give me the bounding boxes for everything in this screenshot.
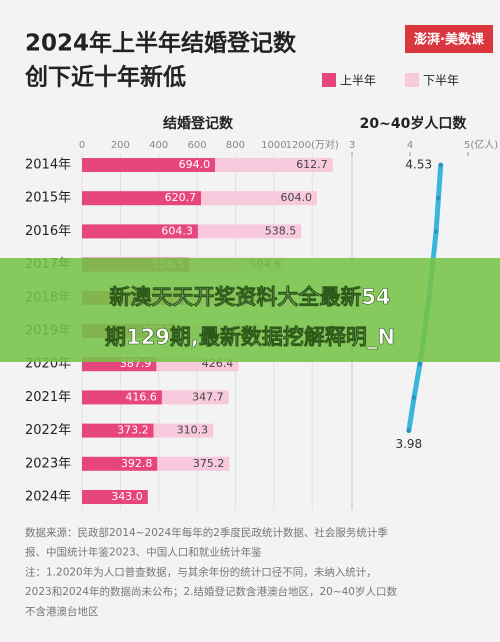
legend-swatch — [405, 73, 419, 87]
legend-label: 下半年 — [423, 74, 459, 88]
point — [436, 196, 441, 201]
data-label: 375.2 — [193, 457, 225, 470]
bar — [82, 423, 154, 438]
bar — [82, 456, 158, 471]
data-label: 4.53 — [405, 158, 432, 172]
footer-text: 2023和2024年的数据尚未公布；2.结婚登记数含港澳台地区，20~40岁人口… — [25, 585, 397, 598]
data-label: 3.98 — [395, 437, 422, 451]
bar — [153, 423, 214, 438]
bar — [197, 224, 302, 239]
data-label: 310.3 — [177, 424, 209, 437]
data-label: 538.5 — [265, 224, 297, 237]
y-tick-label: 2014年 — [25, 158, 71, 173]
footer: 数据来源：民政部2014~2024年每年的2季度民政统计数据、社会服务统计季报、… — [25, 526, 397, 618]
chart-title: 20~40岁人口数 — [360, 115, 468, 132]
footer-text: 数据来源：民政部2014~2024年每年的2季度民政统计数据、社会服务统计季 — [25, 526, 388, 539]
bar — [161, 390, 229, 405]
y-tick-label: 2016年 — [25, 224, 71, 239]
data-label: 343.0 — [111, 490, 143, 503]
x-tick-label: 3 — [349, 140, 355, 151]
y-tick-label: 2022年 — [25, 423, 71, 438]
y-tick-label: 2015年 — [25, 191, 71, 206]
footer-text: 注：1.2020年为人口普查数据，与其余年份的统计口径不同，未纳入统计， — [25, 565, 377, 578]
bar — [215, 158, 333, 172]
legend-label: 上半年 — [340, 74, 376, 88]
bar — [201, 191, 317, 206]
data-label: 392.8 — [121, 457, 153, 470]
point — [411, 395, 417, 400]
x-tick-label: 1200(万对) — [286, 138, 339, 151]
x-tick-label: 0 — [79, 140, 85, 151]
bar — [82, 224, 198, 239]
title: 创下近十年新低 — [24, 64, 186, 91]
title: 2024年上半年结婚登记数 — [25, 30, 297, 57]
data-label: 373.2 — [117, 424, 149, 437]
overlay-banner — [0, 258, 500, 362]
x-tick-label: 5(亿人) — [464, 138, 498, 151]
y-tick-label: 2021年 — [25, 390, 71, 405]
overlay-text: 期129期,最新数据挖解释明_N — [105, 325, 395, 349]
bar — [82, 490, 148, 504]
x-tick-label: 600 — [188, 140, 207, 151]
x-tick-label: 1000 — [261, 140, 286, 151]
bar — [82, 191, 202, 206]
data-label: 604.3 — [161, 224, 193, 237]
logo-box — [405, 25, 493, 53]
point — [433, 229, 439, 234]
legend-swatch — [322, 73, 336, 87]
data-label: 620.7 — [165, 191, 197, 204]
x-tick-label: 4 — [407, 140, 413, 151]
bar — [82, 158, 216, 172]
data-label: 416.6 — [125, 390, 157, 403]
point — [417, 362, 423, 367]
logo: 澎湃·美数课 — [414, 32, 485, 48]
chart-title: 结婚登记数 — [163, 115, 234, 132]
point — [406, 428, 412, 433]
footer-text: 报、中国统计年鉴2023、中国人口和就业统计年鉴 — [25, 546, 262, 559]
x-tick-label: 400 — [149, 140, 168, 151]
overlay-text: 新澳天天开奖资料大全最新54 — [109, 285, 390, 309]
data-label: 694.0 — [179, 158, 211, 171]
bar — [157, 456, 230, 471]
bar — [82, 390, 162, 405]
x-tick-label: 800 — [226, 140, 245, 151]
y-tick-label: 2023年 — [25, 456, 71, 471]
data-label: 347.7 — [192, 390, 224, 403]
point — [438, 162, 443, 168]
data-label: 604.0 — [280, 191, 312, 204]
footer-text: 不含港澳台地区 — [25, 605, 99, 618]
y-tick-label: 2024年 — [25, 490, 71, 505]
x-tick-label: 200 — [111, 140, 130, 151]
data-label: 612.7 — [296, 158, 328, 171]
